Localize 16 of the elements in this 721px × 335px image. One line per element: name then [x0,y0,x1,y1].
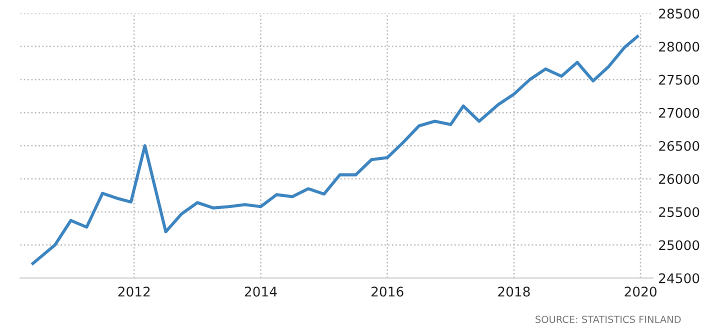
y-tick-label: 25500 [659,207,700,218]
y-tick-label: 25000 [659,240,700,250]
y-tick-label: 24500 [659,273,700,284]
y-tick-label: 26000 [659,174,700,184]
y-tick-label: 27000 [659,108,700,118]
line-series [31,35,639,266]
source-note: SOURCE: STATISTICS FINLAND [536,316,681,324]
x-tick-label: 2016 [372,286,404,297]
x-tick-label: 2018 [498,286,530,297]
x-tick-label: 2020 [624,286,656,297]
y-tick-label: 27500 [659,74,700,85]
y-tick-label: 28000 [659,42,700,52]
x-tick-label: 2014 [244,286,277,297]
x-tick-label: 2012 [118,286,150,297]
y-tick-label: 26500 [659,140,700,151]
y-tick-label: 28500 [659,8,700,19]
